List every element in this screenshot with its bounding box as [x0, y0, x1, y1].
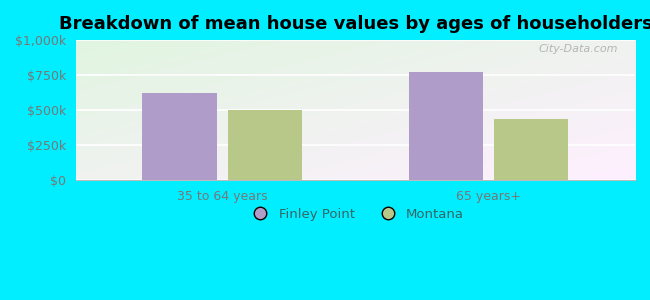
Title: Breakdown of mean house values by ages of householders: Breakdown of mean house values by ages o… — [58, 15, 650, 33]
Bar — [494, 119, 569, 180]
Text: City-Data.com: City-Data.com — [539, 44, 618, 54]
Bar — [142, 92, 217, 180]
Legend: Finley Point, Montana: Finley Point, Montana — [242, 203, 469, 226]
Bar — [227, 110, 302, 180]
Bar — [409, 71, 483, 180]
